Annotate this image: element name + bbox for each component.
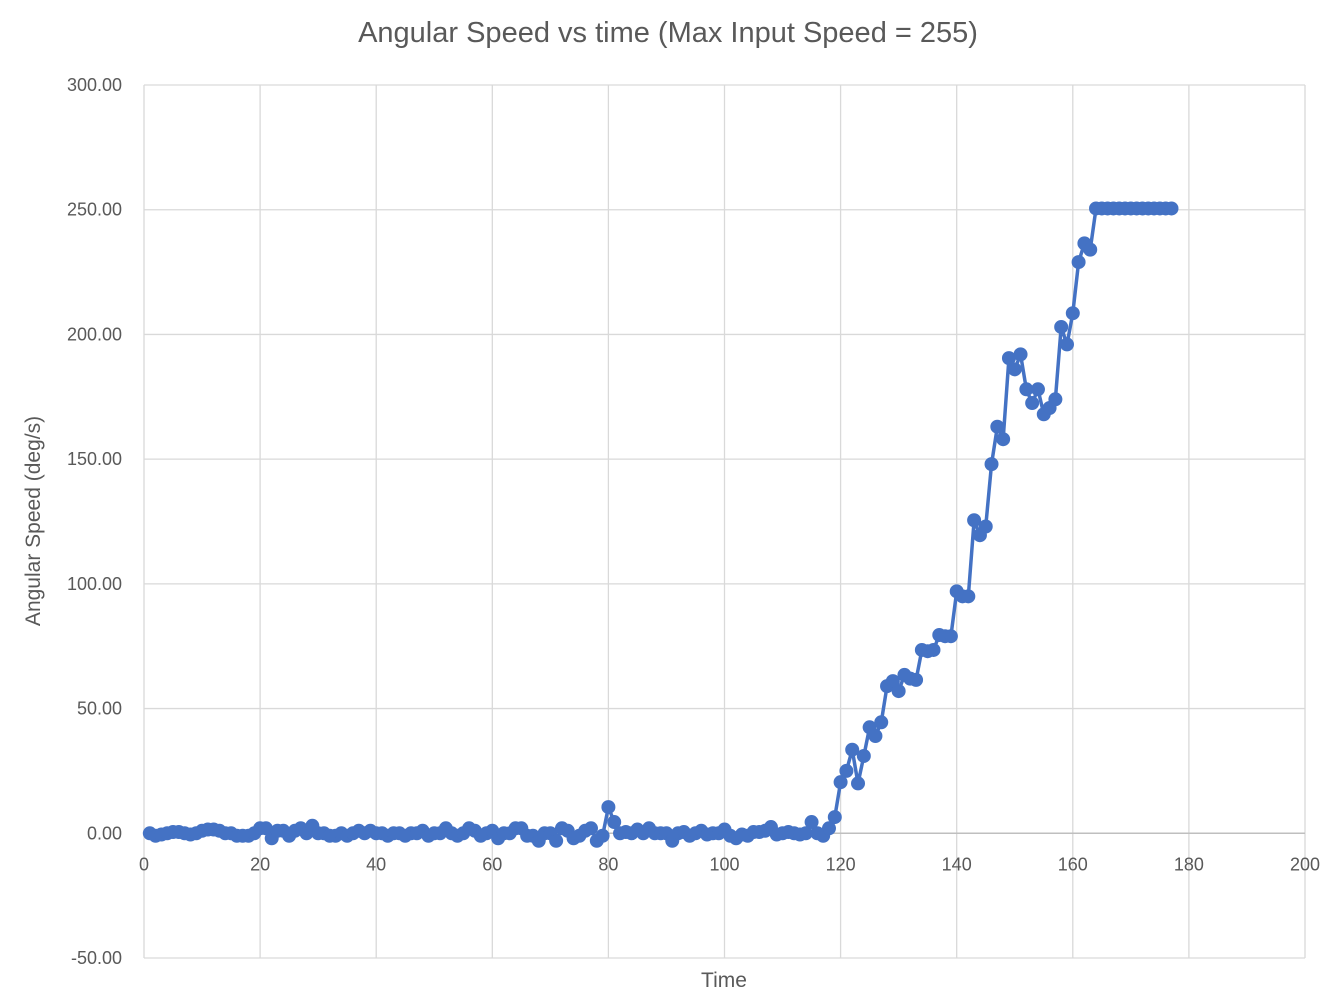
y-tick-label: 300.00 (67, 75, 122, 95)
data-point (1071, 255, 1086, 270)
data-point (1025, 396, 1040, 411)
data-point (804, 815, 819, 830)
x-tick-label: 60 (482, 854, 502, 874)
data-point (967, 513, 982, 528)
data-point (821, 821, 836, 836)
data-point (874, 715, 889, 730)
y-tick-label: 150.00 (67, 449, 122, 469)
data-point (851, 776, 866, 791)
x-tick-label: 0 (139, 854, 149, 874)
data-point (961, 589, 976, 604)
data-point (926, 642, 941, 657)
x-tick-label: 80 (598, 854, 618, 874)
x-tick-label: 160 (1058, 854, 1088, 874)
x-tick-label: 180 (1174, 854, 1204, 874)
series-line (149, 206, 1172, 843)
data-point (583, 821, 598, 836)
data-point (839, 763, 854, 778)
x-axis-title: Time (701, 969, 747, 992)
chart-title: Angular Speed vs time (Max Input Speed =… (358, 17, 978, 49)
x-tick-label: 20 (250, 854, 270, 874)
series (142, 201, 1179, 848)
y-tick-label: 200.00 (67, 324, 122, 344)
data-point (1048, 392, 1063, 407)
data-point (1013, 347, 1028, 362)
data-point (549, 833, 564, 848)
data-point (996, 432, 1011, 447)
x-tick-label: 40 (366, 854, 386, 874)
data-point (978, 519, 993, 534)
data-point (943, 629, 958, 644)
data-point (833, 775, 848, 790)
y-tick-label: 0.00 (87, 823, 122, 843)
y-tick-label: 100.00 (67, 574, 122, 594)
y-tick-label: 50.00 (77, 699, 122, 719)
x-tick-label: 120 (826, 854, 856, 874)
data-point (1030, 382, 1045, 397)
data-point (607, 815, 622, 830)
data-point (827, 810, 842, 825)
data-point (1083, 242, 1098, 257)
data-point (856, 748, 871, 763)
data-point (891, 684, 906, 699)
data-point (984, 457, 999, 472)
data-point (909, 672, 924, 687)
data-point (1007, 362, 1022, 377)
data-point (868, 729, 883, 744)
data-point (601, 800, 616, 815)
x-tick-label: 200 (1290, 854, 1320, 874)
data-point (1065, 306, 1080, 321)
y-tick-label: 250.00 (67, 200, 122, 220)
data-point (1164, 201, 1179, 216)
data-point (1019, 382, 1034, 397)
data-point (845, 742, 860, 757)
tick-labels: -50.00 0.00 50.00 100.00 150.00 200.00 250.00 3… (67, 75, 1320, 968)
data-point (595, 828, 610, 843)
data-point (1054, 319, 1069, 334)
data-point (1059, 337, 1074, 352)
x-tick-label: 140 (942, 854, 972, 874)
y-tick-label: -50.00 (71, 948, 122, 968)
x-tick-label: 100 (709, 854, 739, 874)
data-point (990, 419, 1005, 434)
y-axis-title: Angular Speed (deg/s) (22, 416, 45, 626)
